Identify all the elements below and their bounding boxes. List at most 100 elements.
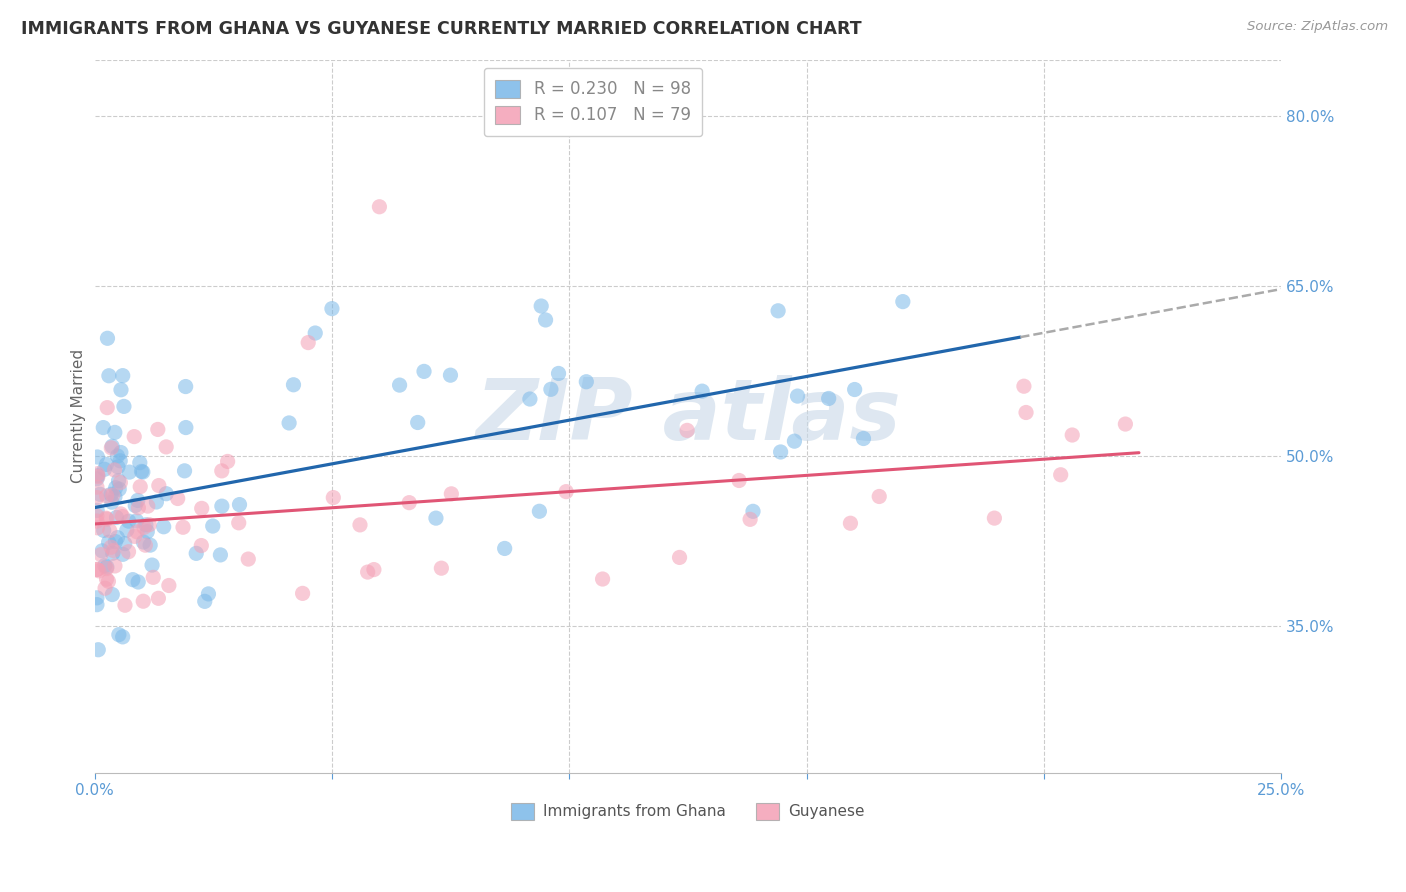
Point [145,495,167,509]
Point [86,472,108,486]
Point [124,529,146,543]
Point [148,591,170,606]
Point [118,465,141,479]
Point [96,401,118,415]
Point [94,581,117,595]
Point [114,599,136,613]
Point [228,516,250,530]
Point [142,570,165,584]
Point [132,520,155,534]
Point [87,642,110,657]
Point [297,335,319,350]
Point [174,420,197,434]
Point [117,545,139,559]
Point [122,429,145,443]
Point [363,563,385,577]
Point [87,469,110,483]
Point [1015,405,1038,419]
Point [86,467,108,481]
Point [128,456,150,470]
Point [96,331,118,345]
Point [86,521,108,535]
Point [136,499,159,513]
Point [398,496,420,510]
Point [132,535,155,549]
Text: Source: ZipAtlas.com: Source: ZipAtlas.com [1247,20,1388,33]
Point [86,562,108,576]
Point [108,454,131,468]
Point [90,548,112,562]
Point [349,517,371,532]
Point [238,552,260,566]
Point [115,523,138,537]
Point [103,463,125,477]
Point [118,514,141,528]
Point [86,514,108,528]
Point [291,586,314,600]
Point [174,379,197,393]
Point [86,598,108,612]
Point [742,504,765,518]
Point [127,574,149,589]
Point [96,512,118,526]
Point [668,550,690,565]
Point [101,439,124,453]
Point [91,420,114,434]
Point [519,392,541,406]
Y-axis label: Currently Married: Currently Married [72,349,86,483]
Point [89,487,111,501]
Point [166,491,188,506]
Point [321,301,343,316]
Point [728,474,751,488]
Point [740,512,762,526]
Point [111,547,134,561]
Point [983,511,1005,525]
Point [1012,379,1035,393]
Point [110,475,132,490]
Point [1049,467,1071,482]
Point [100,487,122,501]
Point [93,462,115,476]
Point [104,490,127,504]
Point [136,524,159,539]
Point [356,565,378,579]
Point [127,500,149,515]
Point [283,377,305,392]
Point [108,627,131,641]
Point [155,440,177,454]
Point [547,367,569,381]
Point [839,516,862,531]
Point [575,375,598,389]
Point [132,465,155,479]
Point [440,487,463,501]
Point [127,493,149,508]
Point [852,432,875,446]
Point [97,368,120,383]
Text: IMMIGRANTS FROM GHANA VS GUYANESE CURRENTLY MARRIED CORRELATION CHART: IMMIGRANTS FROM GHANA VS GUYANESE CURREN… [21,20,862,37]
Point [173,464,195,478]
Text: ZIP atlas: ZIP atlas [475,375,901,458]
Point [197,587,219,601]
Point [86,563,108,577]
Point [96,489,118,503]
Point [131,465,153,479]
Point [304,326,326,340]
Point [211,499,233,513]
Point [97,535,120,549]
Point [105,510,128,524]
Point [101,495,124,509]
Point [86,480,108,494]
Point [146,422,169,436]
Point [96,458,118,472]
Point [135,517,157,532]
Point [124,499,146,513]
Point [101,488,124,502]
Point [111,368,134,383]
Point [101,546,124,560]
Point [111,630,134,644]
Point [534,313,557,327]
Point [110,507,132,521]
Point [114,536,136,550]
Point [107,459,129,474]
Point [425,511,447,525]
